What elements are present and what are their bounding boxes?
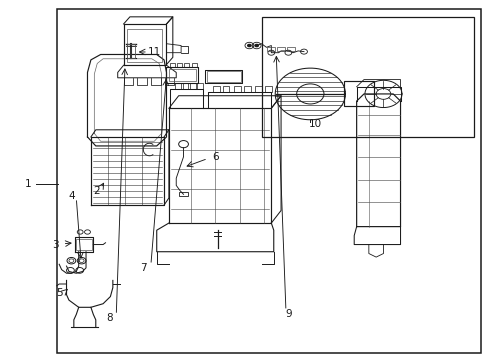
- Bar: [57, 9, 480, 353]
- Text: 5: 5: [56, 288, 62, 298]
- Text: 7: 7: [140, 263, 146, 273]
- Bar: [267, 47, 275, 51]
- Bar: [212, 86, 219, 92]
- Bar: [244, 86, 251, 92]
- Text: 3: 3: [52, 239, 59, 249]
- Bar: [222, 86, 229, 92]
- Bar: [76, 239, 92, 250]
- Text: 4: 4: [68, 191, 75, 201]
- Bar: [191, 63, 196, 67]
- Bar: [264, 86, 271, 92]
- Bar: [189, 83, 195, 89]
- Bar: [168, 69, 195, 81]
- Text: 6: 6: [211, 152, 218, 162]
- Bar: [277, 47, 285, 51]
- Text: 9: 9: [285, 310, 291, 319]
- Text: 11: 11: [147, 47, 161, 57]
- Bar: [178, 192, 188, 196]
- Bar: [207, 71, 240, 82]
- Circle shape: [246, 44, 251, 47]
- Bar: [183, 63, 188, 67]
- Bar: [170, 63, 175, 67]
- Text: 2: 2: [93, 186, 100, 196]
- Bar: [261, 17, 473, 137]
- Bar: [177, 63, 182, 67]
- Text: 8: 8: [106, 313, 113, 323]
- Bar: [344, 81, 373, 107]
- Bar: [182, 83, 188, 89]
- Text: 1: 1: [25, 179, 32, 189]
- Bar: [127, 44, 135, 58]
- Bar: [197, 83, 203, 89]
- Circle shape: [254, 44, 259, 47]
- Bar: [286, 47, 294, 51]
- Bar: [255, 86, 262, 92]
- Text: 10: 10: [308, 120, 321, 129]
- Bar: [127, 30, 161, 62]
- Bar: [233, 86, 240, 92]
- Bar: [175, 83, 181, 89]
